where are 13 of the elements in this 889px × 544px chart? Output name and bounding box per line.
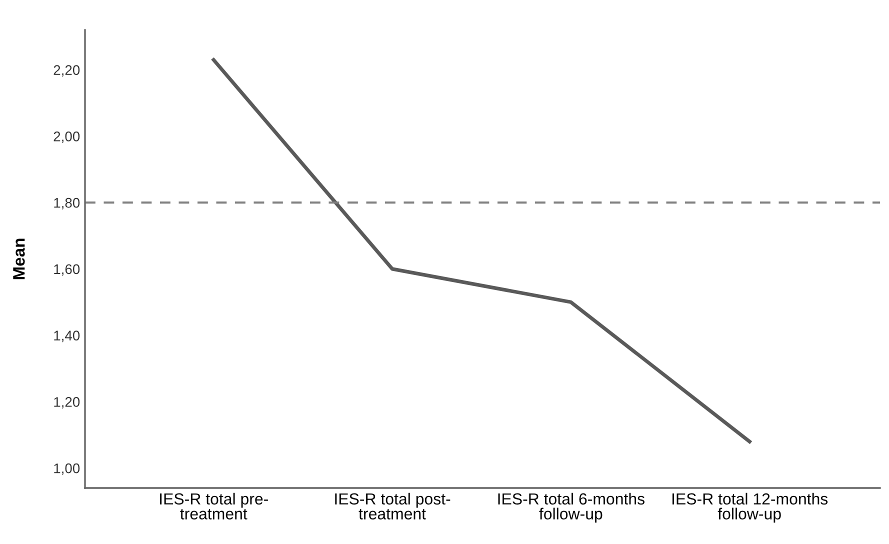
y-tick-label: 1,80 [54,198,80,210]
x-tick-label: IES-R total 6-months follow-up [498,492,644,523]
y-axis-title: Mean [13,238,25,280]
y-tick-label: 1,60 [54,264,80,276]
x-tick-label: IES-R total post- treatment [335,492,450,520]
x-tick-label: IES-R total pre- treatment [160,492,268,520]
y-tick-label: 1,00 [54,463,80,475]
y-tick-label: 2,00 [54,132,80,144]
y-tick-label: 1,20 [54,397,80,409]
y-tick-label: 1,40 [54,330,80,342]
line-series [212,58,752,444]
y-tick-label: 2,20 [54,65,80,77]
x-tick-label: IES-R total 12-months follow-up [672,492,828,523]
